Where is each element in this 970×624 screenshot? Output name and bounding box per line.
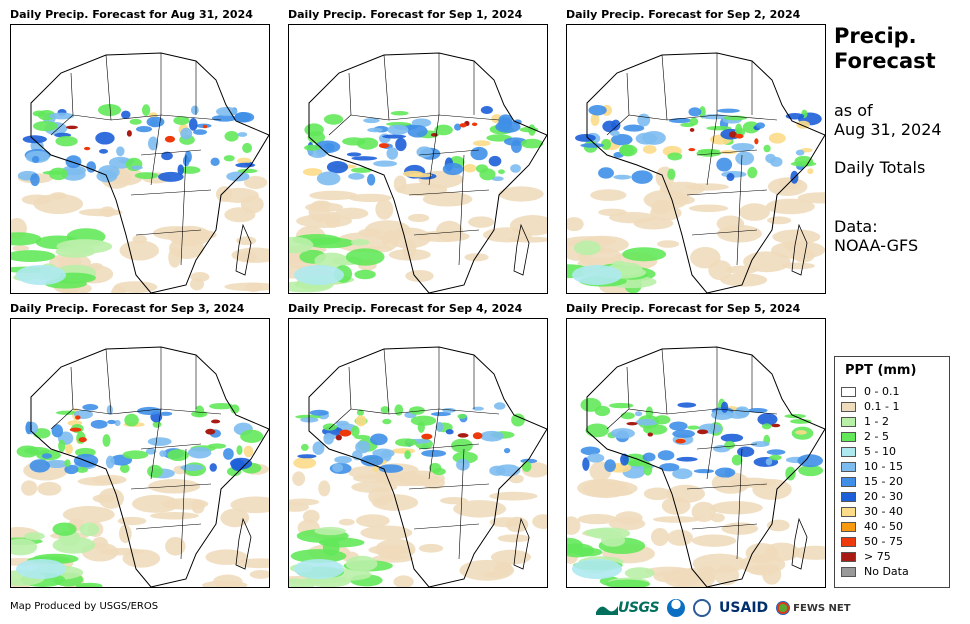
legend-swatch <box>841 446 856 457</box>
legend-swatch <box>841 461 856 472</box>
legend-swatch <box>841 476 856 487</box>
africa-precip-map <box>11 52 269 293</box>
legend-label: No Data <box>864 565 909 578</box>
credit-text: Map Produced by USGS/EROS <box>10 601 159 612</box>
legend-label: 5 - 10 <box>864 445 896 458</box>
noaa-logo <box>667 599 686 617</box>
seal-icon <box>693 599 712 617</box>
legend-item: 0.1 - 1 <box>841 399 943 414</box>
usgs-wave-icon <box>596 606 618 615</box>
legend-swatch <box>841 416 856 427</box>
legend: PPT (mm) 0 - 0.1 0.1 - 1 1 - 2 2 - 5 5 - 10 1… <box>834 356 950 588</box>
legend-item: > 75 <box>841 549 943 564</box>
usaid-logo: USAID <box>719 600 769 616</box>
legend-swatch <box>841 431 856 442</box>
africa-precip-map <box>289 346 547 587</box>
data-label: Data: <box>834 217 878 236</box>
panel-title: Daily Precip. Forecast for Sep 5, 2024 <box>566 302 801 315</box>
legend-item: 0 - 0.1 <box>841 384 943 399</box>
fews-net-logo: FEWS NET <box>776 601 851 615</box>
legend-swatch <box>841 521 856 532</box>
heading-line1: Precip. <box>834 24 917 48</box>
legend-title: PPT (mm) <box>845 363 917 378</box>
as-of-label: as of <box>834 101 873 120</box>
precip-map <box>566 318 826 588</box>
legend-swatch <box>841 386 856 397</box>
legend-item: 5 - 10 <box>841 444 943 459</box>
side-info: Precip. Forecast as of Aug 31, 2024 Dail… <box>834 24 964 255</box>
panel-title: Daily Precip. Forecast for Aug 31, 2024 <box>10 8 253 21</box>
legend-label: 0 - 0.1 <box>864 385 900 398</box>
forecast-panel-sep4: Daily Precip. Forecast for Sep 4, 2024 <box>288 302 550 588</box>
forecast-panel-sep5: Daily Precip. Forecast for Sep 5, 2024 <box>566 302 828 588</box>
panel-title: Daily Precip. Forecast for Sep 2, 2024 <box>566 8 801 21</box>
forecast-panel-sep1: Daily Precip. Forecast for Sep 1, 2024 <box>288 8 550 294</box>
forecast-panel-aug31: Daily Precip. Forecast for Aug 31, 2024 <box>10 8 272 294</box>
legend-item: 50 - 75 <box>841 534 943 549</box>
heading-line2: Forecast <box>834 49 936 73</box>
panel-title: Daily Precip. Forecast for Sep 3, 2024 <box>10 302 245 315</box>
panel-title: Daily Precip. Forecast for Sep 1, 2024 <box>288 8 523 21</box>
panel-title: Daily Precip. Forecast for Sep 4, 2024 <box>288 302 523 315</box>
legend-item: 40 - 50 <box>841 519 943 534</box>
legend-label: 2 - 5 <box>864 430 889 443</box>
legend-swatch <box>841 536 856 547</box>
legend-item: 2 - 5 <box>841 429 943 444</box>
daily-totals-label: Daily Totals <box>834 158 926 177</box>
precip-map <box>566 24 826 294</box>
partner-logos: USGS USAID FEWS NET <box>596 598 859 618</box>
legend-label: 10 - 15 <box>864 460 903 473</box>
legend-label: 40 - 50 <box>864 520 903 533</box>
legend-swatch <box>841 401 856 412</box>
data-source: NOAA-GFS <box>834 236 919 255</box>
as-of-date: Aug 31, 2024 <box>834 120 942 139</box>
legend-swatch <box>841 551 856 562</box>
precip-map <box>10 318 270 588</box>
legend-swatch <box>841 566 856 577</box>
usaid-seal <box>693 599 712 617</box>
africa-precip-map <box>289 52 547 293</box>
precip-map <box>288 24 548 294</box>
precip-map <box>288 318 548 588</box>
africa-precip-map <box>567 346 825 587</box>
legend-item: No Data <box>841 564 943 579</box>
africa-precip-map <box>567 52 825 293</box>
precip-map <box>10 24 270 294</box>
usgs-logo: USGS <box>596 600 660 616</box>
legend-item: 15 - 20 <box>841 474 943 489</box>
globe-icon <box>776 601 791 615</box>
legend-label: 15 - 20 <box>864 475 903 488</box>
forecast-panel-sep2: Daily Precip. Forecast for Sep 2, 2024 <box>566 8 828 294</box>
legend-label: 50 - 75 <box>864 535 903 548</box>
legend-label: 1 - 2 <box>864 415 889 428</box>
africa-precip-map <box>11 346 269 587</box>
forecast-panel-sep3: Daily Precip. Forecast for Sep 3, 2024 <box>10 302 272 588</box>
legend-label: 0.1 - 1 <box>864 400 900 413</box>
legend-swatch <box>841 506 856 517</box>
legend-item: 10 - 15 <box>841 459 943 474</box>
legend-label: 20 - 30 <box>864 490 903 503</box>
legend-item: 20 - 30 <box>841 489 943 504</box>
legend-item: 1 - 2 <box>841 414 943 429</box>
legend-label: 30 - 40 <box>864 505 903 518</box>
legend-item: 30 - 40 <box>841 504 943 519</box>
legend-swatch <box>841 491 856 502</box>
noaa-icon <box>667 599 686 617</box>
legend-label: > 75 <box>864 550 891 563</box>
